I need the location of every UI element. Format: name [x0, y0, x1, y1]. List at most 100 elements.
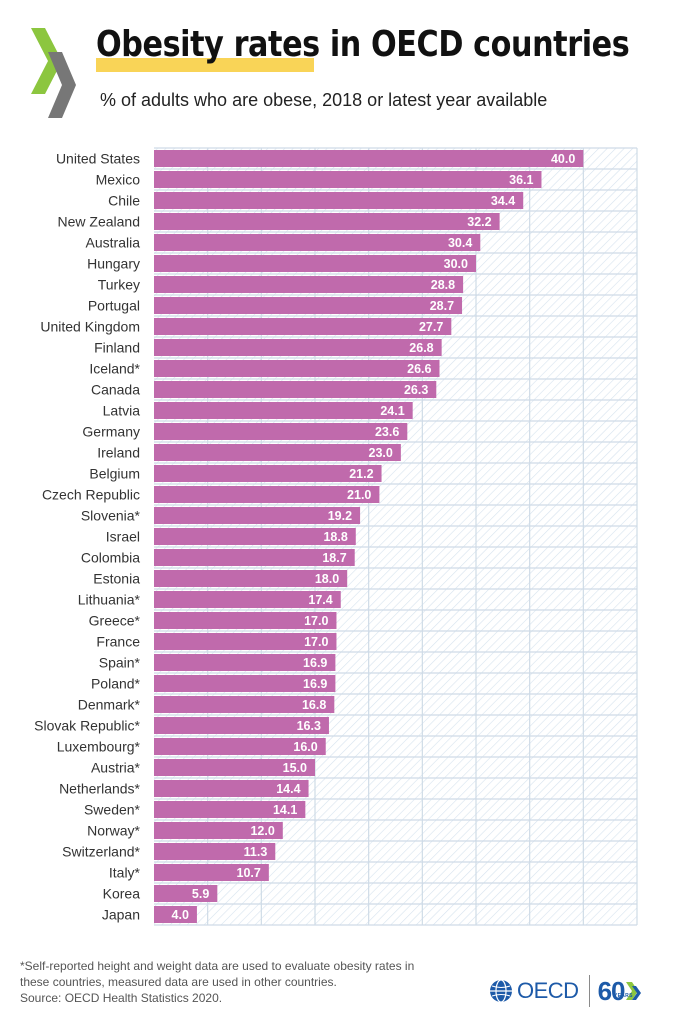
category-label: Latvia [103, 403, 141, 419]
title-highlight [96, 58, 314, 72]
chart-subtitle: % of adults who are obese, 2018 or lates… [100, 90, 548, 110]
value-label: 17.0 [304, 614, 328, 628]
value-label: 14.4 [276, 782, 300, 796]
title-block: Obesity rates in OECD countries [96, 24, 673, 72]
category-label: Luxembourg* [57, 739, 141, 755]
bar [154, 759, 315, 776]
bar [154, 486, 380, 503]
bar [154, 234, 481, 251]
bar [154, 318, 452, 335]
category-label: Korea [103, 886, 141, 902]
logo-divider [588, 975, 590, 1007]
bar [154, 150, 584, 167]
category-label: Greece* [89, 613, 141, 629]
oecd-brand-logo: OECD 60 YEARS [489, 974, 642, 1008]
value-label: 28.7 [430, 299, 454, 313]
category-label: Chile [108, 193, 140, 209]
value-label: 26.8 [409, 341, 433, 355]
category-label: United States [56, 151, 140, 167]
source-note: Source: OECD Health Statistics 2020. [20, 991, 223, 1005]
bar [154, 675, 336, 692]
category-label: Sweden* [84, 802, 141, 818]
bar [154, 843, 276, 860]
bar [154, 297, 463, 314]
value-label: 16.0 [293, 740, 317, 754]
value-label: 4.0 [172, 908, 189, 922]
value-label: 21.2 [349, 467, 373, 481]
category-label: Germany [82, 424, 140, 440]
value-label: 12.0 [250, 824, 274, 838]
value-label: 26.3 [404, 383, 428, 397]
category-label: Slovak Republic* [34, 718, 140, 734]
bar [154, 906, 197, 923]
category-label: Estonia [93, 571, 140, 587]
category-label: Iceland* [89, 361, 140, 377]
bar [154, 612, 337, 629]
bar [154, 738, 326, 755]
bar [154, 171, 542, 188]
value-label: 16.3 [297, 719, 321, 733]
value-label: 30.4 [448, 236, 472, 250]
category-label: Lithuania* [78, 592, 141, 608]
category-label: Australia [86, 235, 141, 251]
value-label: 34.4 [491, 194, 515, 208]
value-label: 23.6 [375, 425, 399, 439]
bar [154, 276, 464, 293]
bar [154, 465, 382, 482]
value-label: 19.2 [328, 509, 352, 523]
category-label: Ireland [97, 445, 140, 461]
bar [154, 213, 500, 230]
bar [154, 864, 269, 881]
category-label: United Kingdom [40, 319, 140, 335]
value-label: 21.0 [347, 488, 371, 502]
value-label: 14.1 [273, 803, 297, 817]
category-label: Belgium [89, 466, 140, 482]
category-label: Austria* [91, 760, 141, 776]
oecd-wordmark: OECD [517, 978, 579, 1003]
category-label: Norway* [87, 823, 140, 839]
value-label: 5.9 [192, 887, 209, 901]
bar [154, 360, 440, 377]
value-label: 32.2 [467, 215, 491, 229]
value-label: 24.1 [380, 404, 404, 418]
bar [154, 381, 437, 398]
bar [154, 549, 355, 566]
category-label: Israel [106, 529, 140, 545]
bar-chart: United States Mexico Chile New Zealand Austr… [34, 147, 638, 926]
category-label: Hungary [87, 256, 140, 272]
bar [154, 339, 442, 356]
value-label: 17.4 [308, 593, 332, 607]
gray-chevron-icon [48, 52, 76, 118]
category-label: Switzerland* [62, 844, 140, 860]
value-label: 18.0 [315, 572, 339, 586]
bar [154, 801, 306, 818]
value-label: 36.1 [509, 173, 533, 187]
bar [154, 192, 524, 209]
category-label: Slovenia* [81, 508, 141, 524]
value-label: 11.3 [244, 845, 268, 859]
bar [154, 507, 361, 524]
bar [154, 822, 283, 839]
bar [154, 423, 408, 440]
value-label: 23.0 [369, 446, 393, 460]
category-label: Poland* [91, 676, 141, 692]
value-label: 26.6 [407, 362, 431, 376]
category-label: Spain* [99, 655, 141, 671]
category-label: Canada [91, 382, 140, 398]
value-label: 16.9 [303, 677, 327, 691]
oecd-chevron-logo-icon [31, 28, 76, 118]
chart-title: Obesity rates in OECD countries [96, 24, 630, 65]
value-label: 16.9 [303, 656, 327, 670]
category-label: Mexico [96, 172, 141, 188]
category-label: Czech Republic [42, 487, 140, 503]
anniversary-word: YEARS [614, 993, 633, 999]
category-label: New Zealand [58, 214, 141, 230]
bar [154, 780, 309, 797]
value-labels: 40.0 36.1 34.432.2 30.4 30.0 28.8 28.7 27.7 26.8… [172, 152, 576, 922]
value-label: 16.8 [302, 698, 326, 712]
bar [154, 696, 335, 713]
footnote-line-2: these countries, measured data are used … [20, 975, 337, 989]
category-label: Japan [102, 907, 140, 923]
bar [154, 402, 413, 419]
category-label: Turkey [98, 277, 140, 293]
